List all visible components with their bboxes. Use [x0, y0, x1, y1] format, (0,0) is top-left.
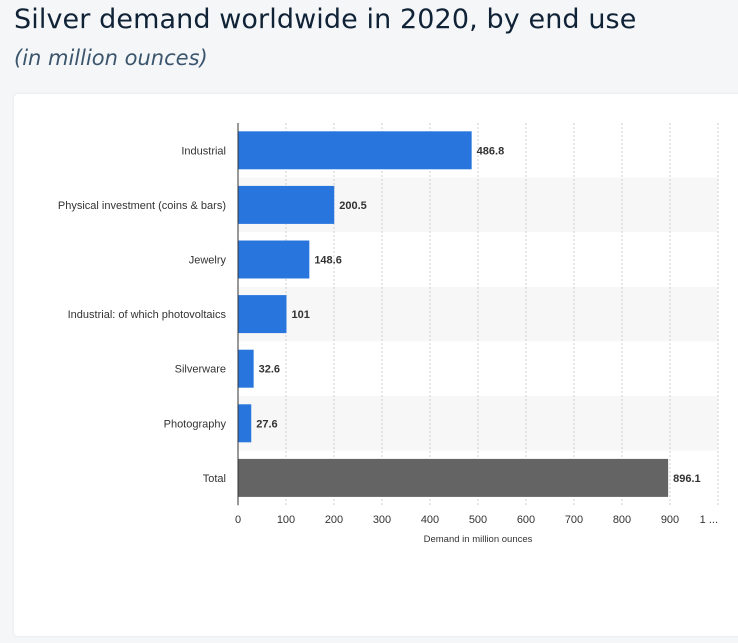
data-label: 486.8 — [477, 145, 505, 157]
x-tick-label: 300 — [373, 514, 391, 526]
x-tick-label: 800 — [613, 514, 631, 526]
bar-silverware — [238, 349, 254, 388]
category-label: Silverware — [175, 364, 226, 376]
chart-title: Silver demand worldwide in 2020, by end … — [14, 4, 637, 35]
data-label: 32.6 — [259, 364, 280, 376]
x-tick-label: 100 — [277, 514, 295, 526]
x-tick-label: 700 — [565, 514, 583, 526]
bar-industrial — [238, 131, 472, 170]
category-label: Photography — [164, 418, 227, 430]
bar-photography — [238, 404, 252, 443]
row-band — [238, 286, 718, 342]
data-label: 896.1 — [673, 473, 701, 485]
bar-jewelry — [238, 240, 310, 279]
x-tick-label: 0 — [235, 514, 241, 526]
bar-total — [238, 458, 669, 497]
x-tick-label: 500 — [469, 514, 487, 526]
category-label: Total — [203, 473, 226, 485]
x-tick-label: 200 — [325, 514, 343, 526]
category-label: Jewelry — [189, 255, 227, 267]
data-label: 200.5 — [339, 200, 367, 212]
category-label: Industrial: of which photovoltaics — [68, 309, 227, 321]
x-axis-title: Demand in million ounces — [424, 534, 533, 545]
x-tick-label: 900 — [661, 514, 679, 526]
category-label: Physical investment (coins & bars) — [58, 200, 226, 212]
bar-industrial-of-which-photovoltaics — [238, 295, 287, 334]
category-label: Industrial — [181, 145, 226, 157]
bar-physical-investment-coins-bars — [238, 185, 335, 224]
x-tick-label: 600 — [517, 514, 535, 526]
x-tick-label: 400 — [421, 514, 439, 526]
data-label: 27.6 — [256, 418, 277, 430]
data-label: 148.6 — [314, 255, 342, 267]
data-label: 101 — [291, 309, 309, 321]
x-tick-label: 1 ... — [700, 514, 718, 526]
chart-subtitle: (in million ounces) — [14, 46, 208, 70]
